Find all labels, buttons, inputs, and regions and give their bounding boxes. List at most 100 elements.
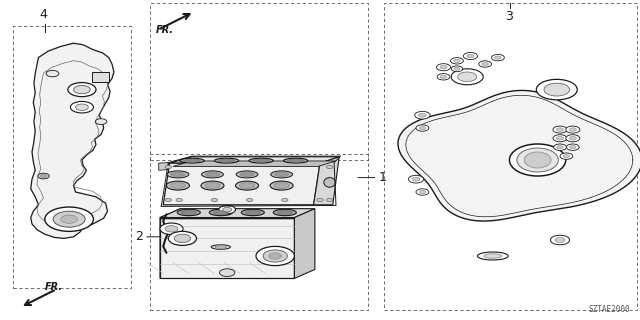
Ellipse shape: [509, 144, 566, 176]
Text: 2: 2: [135, 230, 143, 243]
Circle shape: [440, 65, 447, 69]
Circle shape: [563, 155, 570, 158]
Ellipse shape: [236, 181, 259, 190]
Circle shape: [168, 231, 196, 245]
Ellipse shape: [245, 211, 260, 214]
Circle shape: [553, 135, 567, 142]
Text: FR.: FR.: [44, 282, 62, 292]
Circle shape: [454, 59, 460, 62]
Ellipse shape: [271, 171, 292, 178]
Ellipse shape: [239, 183, 255, 188]
Ellipse shape: [167, 171, 189, 178]
Polygon shape: [163, 163, 320, 205]
Ellipse shape: [181, 211, 196, 214]
Circle shape: [326, 198, 333, 202]
Ellipse shape: [205, 172, 220, 177]
Circle shape: [451, 69, 483, 85]
Circle shape: [451, 66, 463, 72]
Text: 1: 1: [379, 171, 387, 184]
Circle shape: [220, 269, 235, 276]
Polygon shape: [31, 43, 114, 238]
Circle shape: [165, 165, 172, 169]
Polygon shape: [92, 72, 109, 82]
Circle shape: [317, 198, 323, 202]
Circle shape: [45, 207, 93, 231]
Ellipse shape: [170, 183, 186, 188]
Ellipse shape: [275, 172, 289, 177]
Circle shape: [557, 146, 563, 149]
Circle shape: [554, 144, 566, 150]
Circle shape: [38, 173, 49, 179]
Circle shape: [566, 135, 580, 142]
Ellipse shape: [218, 159, 235, 162]
Ellipse shape: [524, 152, 551, 168]
Ellipse shape: [277, 211, 292, 214]
Circle shape: [412, 177, 420, 181]
Polygon shape: [398, 91, 640, 221]
Circle shape: [174, 234, 191, 243]
Ellipse shape: [201, 181, 224, 190]
Ellipse shape: [284, 158, 308, 163]
Circle shape: [416, 189, 429, 195]
Polygon shape: [160, 218, 294, 278]
Circle shape: [467, 54, 474, 58]
Ellipse shape: [240, 172, 254, 177]
Circle shape: [544, 83, 570, 96]
Circle shape: [458, 72, 477, 82]
Circle shape: [282, 198, 288, 202]
Circle shape: [256, 246, 294, 266]
Ellipse shape: [202, 171, 223, 178]
Circle shape: [46, 70, 59, 77]
Ellipse shape: [177, 209, 200, 216]
Circle shape: [437, 74, 450, 80]
Circle shape: [495, 56, 501, 59]
Circle shape: [463, 52, 477, 60]
Polygon shape: [173, 161, 336, 166]
Circle shape: [53, 211, 85, 227]
Circle shape: [479, 61, 492, 67]
Ellipse shape: [213, 211, 228, 214]
Ellipse shape: [484, 254, 502, 258]
Ellipse shape: [171, 172, 185, 177]
Polygon shape: [160, 209, 315, 218]
Ellipse shape: [274, 183, 289, 188]
Circle shape: [61, 215, 77, 223]
Ellipse shape: [253, 159, 269, 162]
Circle shape: [74, 85, 90, 94]
Circle shape: [570, 128, 576, 131]
Ellipse shape: [517, 148, 558, 172]
Polygon shape: [170, 157, 339, 163]
Circle shape: [536, 79, 577, 100]
Ellipse shape: [241, 209, 264, 216]
Ellipse shape: [166, 181, 189, 190]
Circle shape: [454, 67, 460, 70]
Text: FR.: FR.: [156, 25, 173, 35]
Circle shape: [492, 54, 504, 61]
Circle shape: [211, 198, 218, 202]
Circle shape: [451, 58, 463, 64]
Circle shape: [440, 75, 447, 78]
Circle shape: [165, 226, 178, 232]
Circle shape: [553, 126, 567, 133]
Circle shape: [570, 136, 576, 140]
Circle shape: [70, 101, 93, 113]
Circle shape: [160, 223, 183, 235]
Circle shape: [419, 126, 426, 130]
Ellipse shape: [180, 158, 204, 163]
Ellipse shape: [236, 171, 258, 178]
Circle shape: [419, 190, 426, 194]
Ellipse shape: [215, 246, 227, 248]
Ellipse shape: [324, 178, 335, 187]
Polygon shape: [159, 163, 168, 170]
Circle shape: [269, 253, 282, 259]
Polygon shape: [160, 209, 180, 278]
Polygon shape: [314, 157, 339, 205]
Ellipse shape: [287, 159, 304, 162]
Circle shape: [557, 128, 564, 131]
Ellipse shape: [477, 252, 508, 260]
Circle shape: [415, 111, 430, 119]
Ellipse shape: [209, 209, 232, 216]
Ellipse shape: [273, 209, 296, 216]
Circle shape: [550, 235, 570, 245]
Ellipse shape: [249, 158, 273, 163]
